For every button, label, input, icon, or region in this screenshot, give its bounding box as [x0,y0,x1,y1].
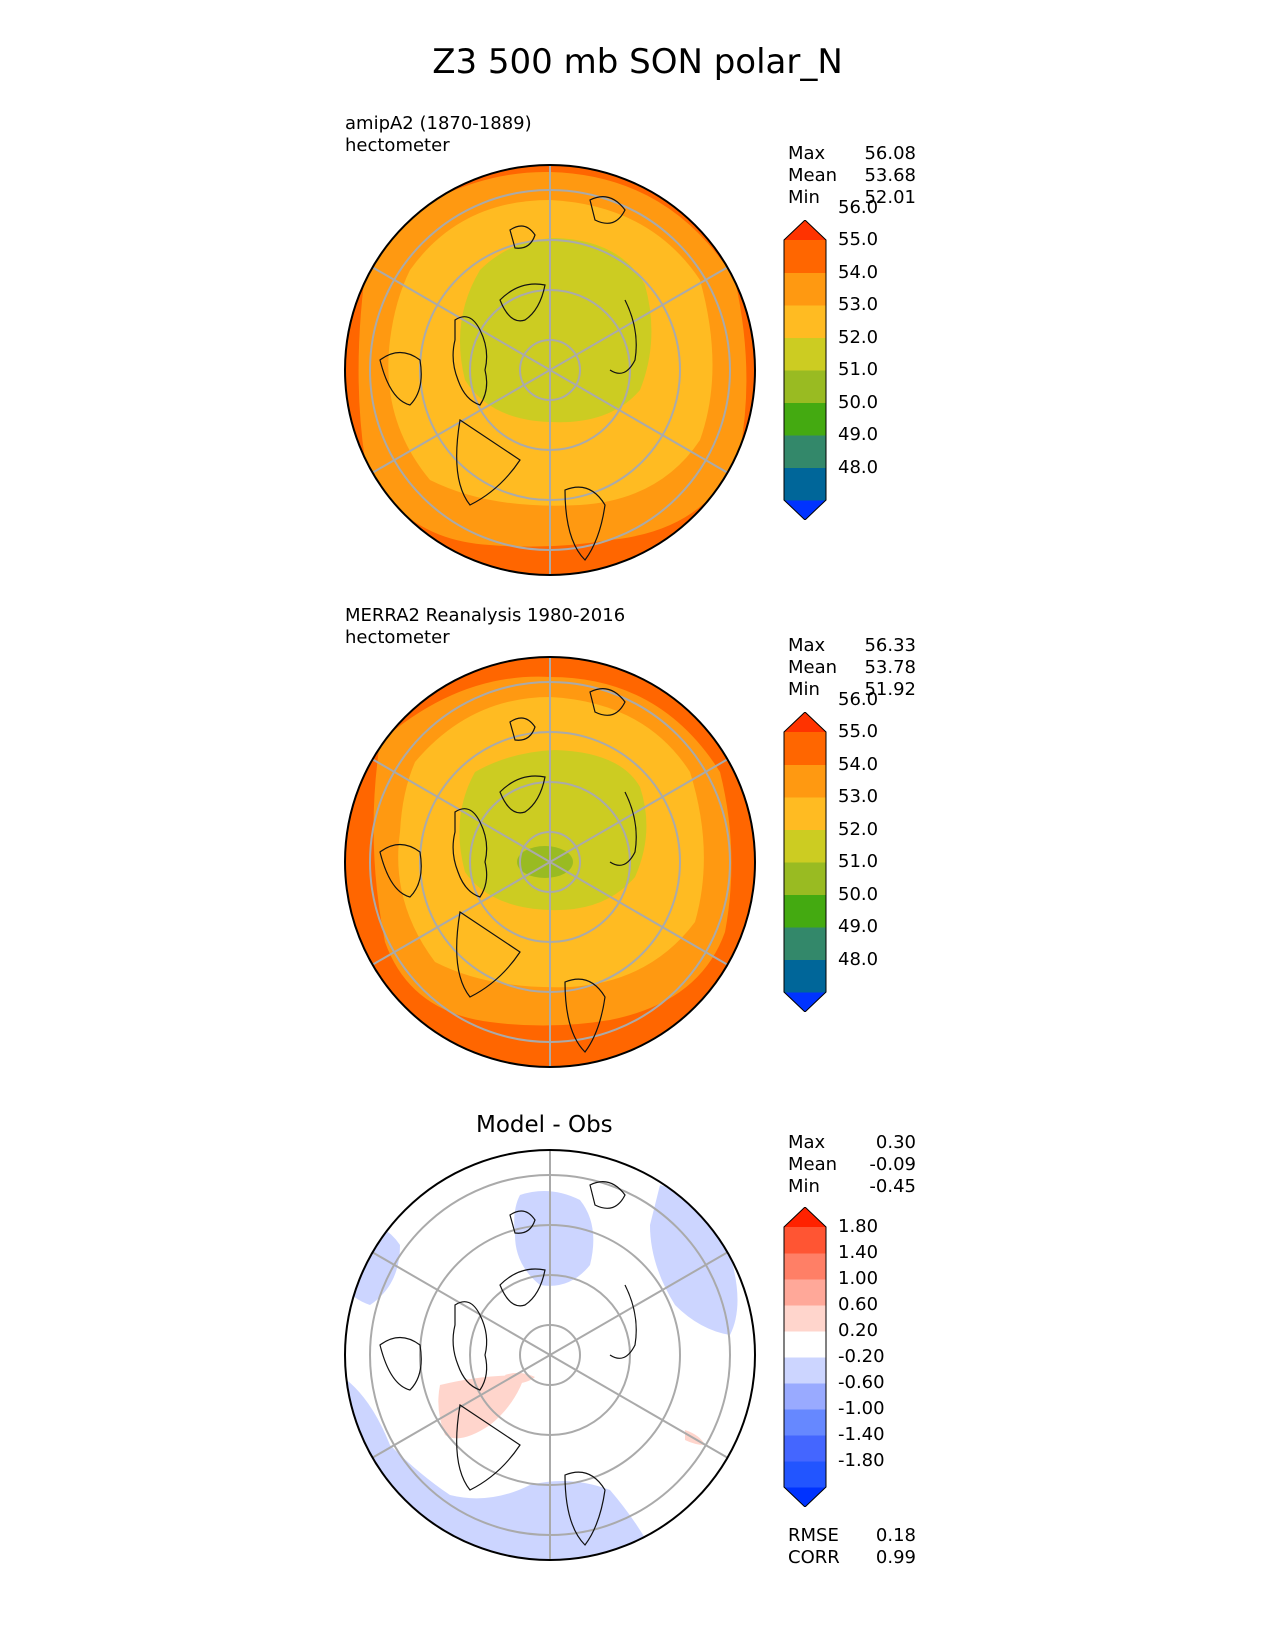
panel1-label-line2: hectometer [345,135,450,156]
colorbar-segment [784,1305,826,1332]
colorbar-segment [784,959,826,993]
colorbar-extend-high [784,712,826,732]
colorbar-tick-label: 1.00 [838,1268,879,1289]
panel1-label: amipA2 (1870-1889) hectometer [345,113,532,157]
panel2-label-line2: hectometer [345,627,450,648]
panel1-stat-max: Max 56.08 [788,143,916,164]
colorbar-tick-label: 55.0 [838,229,879,250]
colorbar-outline [783,712,827,1012]
colorbar-segment [784,467,826,501]
colorbar-tick-label: 1.80 [838,1216,879,1237]
diff-stat-min: Min -0.45 [788,1176,916,1197]
diff-panel-title: Model - Obs [476,1112,613,1138]
colorbar-tick-label: 51.0 [838,359,879,380]
panel2-label-line1: MERRA2 Reanalysis 1980-2016 [345,605,626,626]
panel1-stat-mean: Mean 53.68 [788,165,916,186]
colorbar-segment [784,862,826,895]
colorbar-tick-label: 1.40 [838,1242,879,1263]
panel2-stats: Max 56.33 Mean 53.78 Min 51.92 [788,635,916,701]
diff-stat-corr: CORR 0.99 [788,1547,916,1568]
panel1-stats: Max 56.08 Mean 53.68 Min 52.01 [788,143,916,209]
panel2-label: MERRA2 Reanalysis 1980-2016 hectometer [345,605,625,649]
colorbar-extend-low [784,1487,826,1507]
colorbar-tick-label: -1.80 [838,1450,885,1471]
colorbar-segment [784,1357,826,1384]
colorbar-tick-label: 50.0 [838,391,879,413]
colorbar-tick-label: 48.0 [838,948,879,970]
colorbar-segment [784,1435,826,1462]
colorbar-tick-label: 52.0 [838,818,879,840]
colorbar-tick-label: 49.0 [838,916,879,937]
colorbar-segment [784,797,826,830]
diff-stats: Max 0.30 Mean -0.09 Min -0.45 [788,1132,916,1198]
colorbar-segment [784,1279,826,1306]
colorbar-segment [784,370,826,403]
colorbar-tick-label: 48.0 [838,456,879,478]
colorbar-tick-label: 0.60 [838,1294,879,1315]
colorbar-segment [784,764,826,798]
colorbar-segment [784,272,826,306]
colorbar-tick-label: 53.0 [838,786,879,807]
panel1-label-line1: amipA2 (1870-1889) [345,113,532,134]
colorbar-segment [784,1461,826,1488]
colorbar-segment [784,732,826,765]
colorbar-extend-high [784,1207,826,1227]
colorbar-segment [784,927,826,960]
colorbar-segment [784,829,826,863]
colorbar-segment [784,240,826,273]
colorbar-outline [783,220,827,520]
colorbar-segment [784,305,826,338]
colorbar-segment [784,1227,826,1254]
colorbar-tick-label: 52.0 [838,326,879,348]
colorbar-tick-label: 0.20 [838,1320,879,1341]
colorbar-tick-label: -0.20 [838,1346,885,1367]
diff-extra-stats: RMSE 0.18 CORR 0.99 [788,1525,916,1569]
colorbar-segment [784,435,826,468]
panel1-stat-min: Min 52.01 [788,187,916,208]
colorbar-segment [784,1331,826,1358]
colorbar-tick-label: 55.0 [838,721,879,742]
diff-stat-rmse: RMSE 0.18 [788,1525,916,1546]
colorbar-tick-label: 56.0 [838,196,879,218]
colorbar-tick-label: 53.0 [838,294,879,315]
panel1-colorbar [783,220,827,520]
panel2-colorbar [783,712,827,1012]
colorbar-tick-label: -1.00 [838,1398,885,1419]
colorbar-segment [784,1253,826,1280]
colorbar-outline [783,1207,827,1507]
colorbar-tick-label: 54.0 [838,753,879,775]
panel1-polar-map [344,164,756,576]
panel2-stat-max: Max 56.33 [788,635,916,656]
colorbar-tick-label: 50.0 [838,883,879,905]
colorbar-segment [784,894,826,928]
colorbar-segment [784,402,826,436]
colorbar-tick-label: 49.0 [838,424,879,445]
diff-stat-mean: Mean -0.09 [788,1154,916,1175]
colorbar-segment [784,1409,826,1436]
diff-colorbar [783,1207,827,1507]
figure-title: Z3 500 mb SON polar_N [432,42,843,82]
colorbar-segment [784,1383,826,1410]
colorbar-segment [784,337,826,371]
colorbar-extend-low [784,500,826,520]
panel2-stat-mean: Mean 53.78 [788,657,916,678]
diff-polar-map [344,1149,756,1561]
colorbar-tick-label: 56.0 [838,688,879,710]
diff-stat-max: Max 0.30 [788,1132,916,1153]
colorbar-tick-label: -0.60 [838,1372,885,1393]
colorbar-tick-label: -1.40 [838,1424,885,1445]
colorbar-tick-label: 54.0 [838,261,879,283]
colorbar-extend-high [784,220,826,240]
panel2-polar-map [344,656,756,1068]
colorbar-tick-label: 51.0 [838,851,879,872]
colorbar-extend-low [784,992,826,1012]
panel2-stat-min: Min 51.92 [788,679,916,700]
